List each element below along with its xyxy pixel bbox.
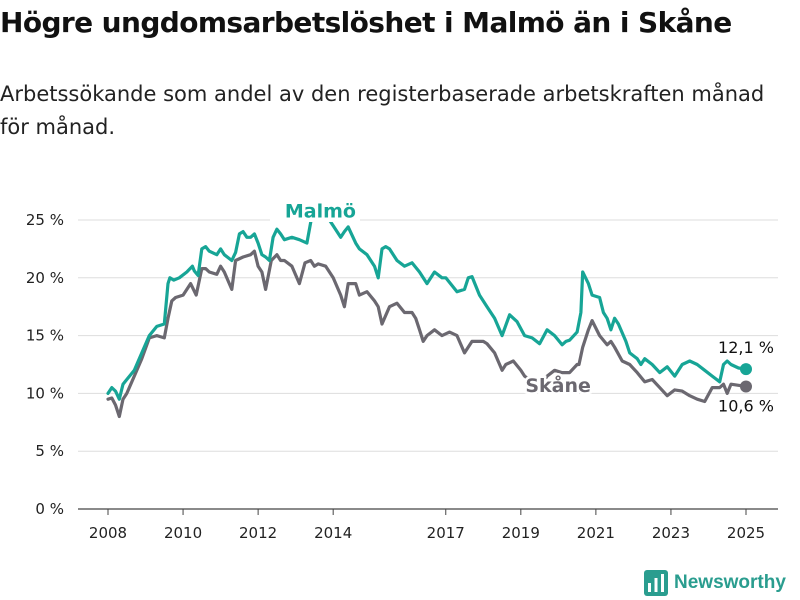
series-end-point [740,363,752,376]
x-tick-label: 2014 [314,524,352,542]
series-end-point [740,380,752,393]
y-tick-label: 15 % [26,327,64,345]
series-line-skane [106,249,748,419]
series-lines [106,190,752,419]
x-tick-label: 2025 [727,524,765,542]
y-tick-label: 5 % [35,442,64,460]
x-tick-label: 2010 [164,524,202,542]
end-value-label-malmo: 12,1 % [718,338,774,357]
label-backdrop [270,190,360,222]
y-tick-label: 20 % [26,269,64,287]
bar-chart-icon [644,570,668,596]
x-tick-label: 2017 [427,524,465,542]
y-tick-label: 0 % [35,500,64,518]
end-value-label-skane: 10,6 % [718,396,774,415]
newsworthy-logo: Newsworthy [644,568,786,598]
chart-subtitle: Arbetssökande som andel av den registerb… [0,82,765,139]
x-axis-ticks: 2008 2010 2012 2014 2017 2019 2021 2023 2025 [89,509,765,542]
y-axis-ticks: 0 % 5 % 10 % 15 % 20 % 25 % [26,211,64,518]
y-tick-label: 25 % [26,211,64,229]
brand-name: Newsworthy [674,572,786,593]
grid-lines [78,219,778,510]
series-line-malmo [106,206,748,401]
x-tick-label: 2012 [239,524,277,542]
x-tick-label: 2021 [577,524,615,542]
x-tick-label: 2019 [502,524,540,542]
y-tick-label: 10 % [26,384,64,402]
x-tick-label: 2008 [89,524,127,542]
chart-title: Högre ungdomsarbetslöshet i Malmö än i S… [0,6,732,39]
x-tick-label: 2023 [652,524,690,542]
series-labels: Malmö 12,1 % Skåne 10,6 % [282,198,776,418]
series-label-skane: Skåne [525,373,591,397]
series-label-malmo: Malmö [285,200,356,222]
